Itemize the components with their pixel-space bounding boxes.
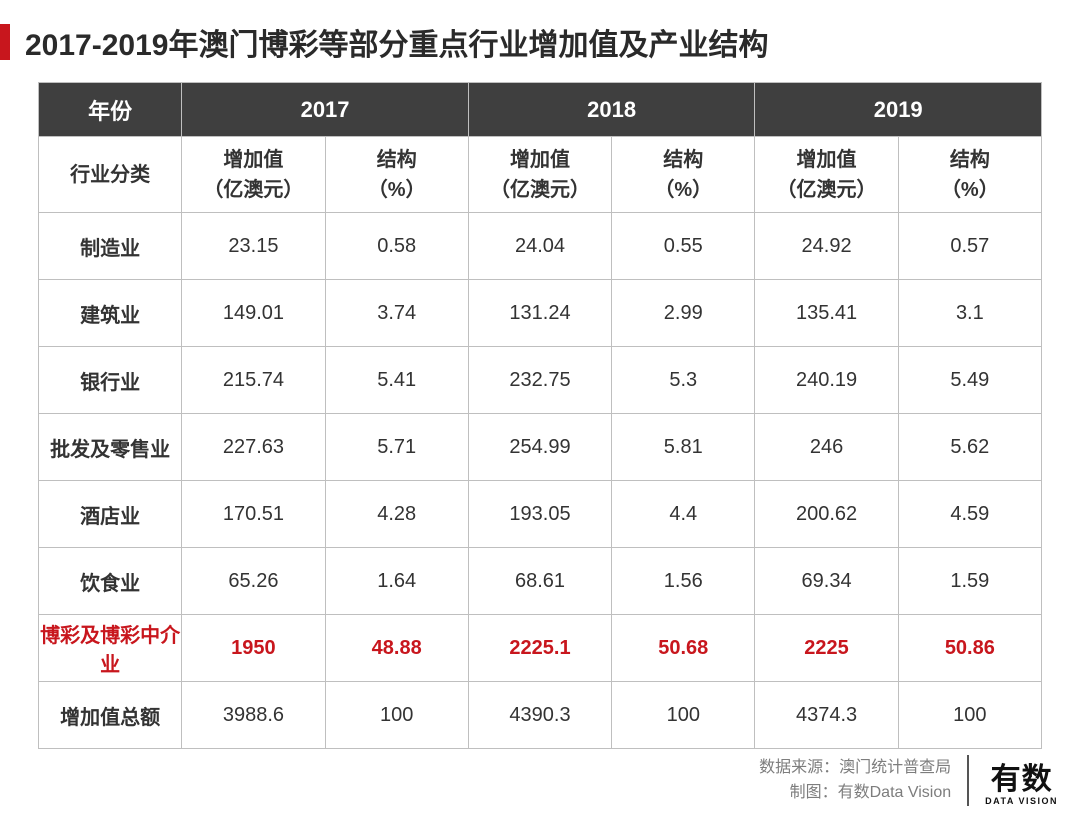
row-label: 博彩及博彩中介业 [39, 615, 182, 682]
footer: 数据来源：澳门统计普查局 制图：有数Data Vision 有数 DATA VI… [759, 755, 1058, 806]
table-cell: 246 [755, 414, 898, 481]
header-year-2017: 2017 [182, 83, 469, 137]
logo-cn-text: 有数 [991, 765, 1053, 795]
table-cell: 68.61 [468, 548, 611, 615]
row-label: 批发及零售业 [39, 414, 182, 481]
table-cell: 23.15 [182, 213, 325, 280]
table-cell: 65.26 [182, 548, 325, 615]
table-cell: 1950 [182, 615, 325, 682]
table-cell: 4390.3 [468, 682, 611, 749]
table-cell: 100 [612, 682, 755, 749]
header-year-2018: 2018 [468, 83, 755, 137]
data-source-label: 数据来源：澳门统计普查局 [759, 755, 951, 781]
table-cell: 240.19 [755, 347, 898, 414]
table-cell: 0.57 [898, 213, 1041, 280]
table-cell: 227.63 [182, 414, 325, 481]
table-cell: 131.24 [468, 280, 611, 347]
table-cell: 24.92 [755, 213, 898, 280]
header-category-label: 行业分类 [39, 137, 182, 213]
table-row: 饮食业65.261.6468.611.5669.341.59 [39, 548, 1042, 615]
chart-credit-label: 制图：有数Data Vision [759, 780, 951, 806]
header-value-label: 增加值（亿澳元） [468, 137, 611, 213]
industry-table: 年份201720182019行业分类增加值（亿澳元）结构（%）增加值（亿澳元）结… [38, 82, 1042, 749]
table-cell: 135.41 [755, 280, 898, 347]
row-label: 银行业 [39, 347, 182, 414]
table-cell: 2.99 [612, 280, 755, 347]
footer-credits: 数据来源：澳门统计普查局 制图：有数Data Vision [759, 755, 969, 806]
row-label: 饮食业 [39, 548, 182, 615]
table-row: 建筑业149.013.74131.242.99135.413.1 [39, 280, 1042, 347]
table-header: 年份201720182019行业分类增加值（亿澳元）结构（%）增加值（亿澳元）结… [39, 83, 1042, 213]
table-cell: 4.4 [612, 481, 755, 548]
table-cell: 100 [898, 682, 1041, 749]
table-container: 年份201720182019行业分类增加值（亿澳元）结构（%）增加值（亿澳元）结… [0, 82, 1080, 749]
table-cell: 1.59 [898, 548, 1041, 615]
table-cell: 4.59 [898, 481, 1041, 548]
table-cell: 5.71 [325, 414, 468, 481]
table-cell: 193.05 [468, 481, 611, 548]
table-cell: 2225.1 [468, 615, 611, 682]
table-cell: 149.01 [182, 280, 325, 347]
header-value-label: 增加值（亿澳元） [755, 137, 898, 213]
table-cell: 170.51 [182, 481, 325, 548]
logo-en-text: DATA VISION [985, 797, 1058, 806]
page-title: 2017-2019年澳门博彩等部分重点行业增加值及产业结构 [25, 20, 768, 64]
table-cell: 1.64 [325, 548, 468, 615]
table-cell: 200.62 [755, 481, 898, 548]
header-structure-label: 结构（%） [898, 137, 1041, 213]
table-cell: 4.28 [325, 481, 468, 548]
table-cell: 0.55 [612, 213, 755, 280]
table-cell: 1.56 [612, 548, 755, 615]
table-cell: 48.88 [325, 615, 468, 682]
row-label: 增加值总额 [39, 682, 182, 749]
table-row: 博彩及博彩中介业195048.882225.150.68222550.86 [39, 615, 1042, 682]
header-year-2019: 2019 [755, 83, 1042, 137]
table-row: 增加值总额3988.61004390.31004374.3100 [39, 682, 1042, 749]
table-row: 制造业23.150.5824.040.5524.920.57 [39, 213, 1042, 280]
table-cell: 50.68 [612, 615, 755, 682]
table-cell: 69.34 [755, 548, 898, 615]
table-row: 酒店业170.514.28193.054.4200.624.59 [39, 481, 1042, 548]
header-structure-label: 结构（%） [612, 137, 755, 213]
title-accent-marker [0, 24, 10, 60]
row-label: 酒店业 [39, 481, 182, 548]
table-cell: 50.86 [898, 615, 1041, 682]
brand-logo: 有数 DATA VISION [985, 765, 1058, 806]
table-cell: 232.75 [468, 347, 611, 414]
table-cell: 5.3 [612, 347, 755, 414]
header-value-label: 增加值（亿澳元） [182, 137, 325, 213]
title-bar: 2017-2019年澳门博彩等部分重点行业增加值及产业结构 [0, 0, 1080, 82]
table-body: 制造业23.150.5824.040.5524.920.57建筑业149.013… [39, 213, 1042, 749]
table-cell: 5.41 [325, 347, 468, 414]
table-cell: 3988.6 [182, 682, 325, 749]
table-cell: 24.04 [468, 213, 611, 280]
header-structure-label: 结构（%） [325, 137, 468, 213]
table-cell: 254.99 [468, 414, 611, 481]
table-row: 银行业215.745.41232.755.3240.195.49 [39, 347, 1042, 414]
table-cell: 3.1 [898, 280, 1041, 347]
table-cell: 3.74 [325, 280, 468, 347]
row-label: 制造业 [39, 213, 182, 280]
table-cell: 0.58 [325, 213, 468, 280]
table-cell: 215.74 [182, 347, 325, 414]
table-row: 批发及零售业227.635.71254.995.812465.62 [39, 414, 1042, 481]
table-cell: 5.49 [898, 347, 1041, 414]
header-year-label: 年份 [39, 83, 182, 137]
table-cell: 4374.3 [755, 682, 898, 749]
table-cell: 5.62 [898, 414, 1041, 481]
table-cell: 5.81 [612, 414, 755, 481]
row-label: 建筑业 [39, 280, 182, 347]
table-cell: 100 [325, 682, 468, 749]
table-cell: 2225 [755, 615, 898, 682]
